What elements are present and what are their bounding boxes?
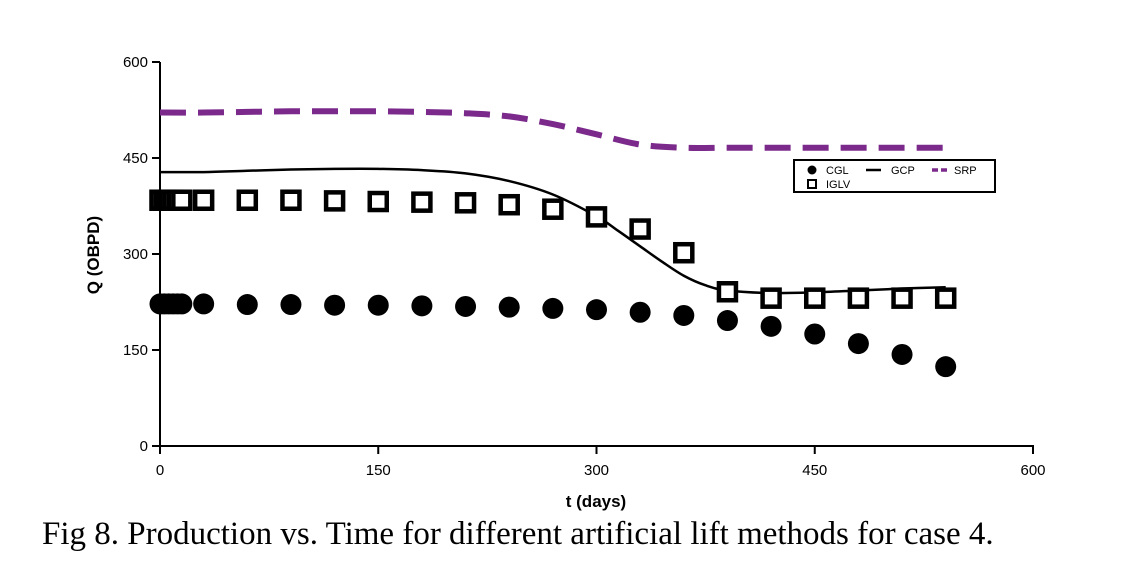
iglv-point (367, 190, 389, 213)
iglv-point (629, 218, 651, 240)
axes: 0 150 300 450 600 0 150 300 450 600 (123, 54, 1046, 479)
legend-box (793, 159, 996, 193)
cgl-point (542, 297, 564, 319)
srp-series-line (159, 108, 946, 151)
cgl-point (455, 295, 477, 317)
iglv-point (934, 287, 957, 309)
x-tick-label: 450 (802, 462, 827, 479)
cgl-point (411, 295, 433, 317)
cgl-point (236, 294, 258, 316)
plot-area (149, 108, 957, 378)
cgl-point (716, 310, 738, 332)
cgl-point (935, 356, 957, 378)
iglv-point (542, 198, 564, 220)
y-tick-label: 300 (123, 246, 148, 263)
iglv-point (323, 190, 346, 212)
y-tick-label: 450 (123, 150, 148, 167)
iglv-point (585, 206, 608, 228)
legend-cgl-marker (807, 165, 817, 175)
y-tick-label: 600 (123, 54, 148, 71)
figure-caption: Fig 8. Production vs. Time for different… (42, 516, 994, 552)
iglv-point (236, 189, 259, 211)
y-tick-label: 150 (123, 342, 148, 359)
gcp-series-line (159, 167, 946, 295)
iglv-point (171, 189, 193, 211)
iglv-point (760, 287, 782, 309)
cgl-point (891, 343, 913, 365)
iglv-point (804, 287, 826, 309)
cgl-point (847, 333, 869, 355)
legend-cgl-label: CGL (826, 165, 849, 177)
cgl-point (629, 301, 651, 323)
cgl-point (193, 293, 215, 315)
legend-srp-label: SRP (954, 165, 977, 177)
cgl-point (324, 294, 346, 316)
cgl-point (586, 299, 607, 321)
cgl-point (673, 304, 695, 326)
cgl-point (498, 296, 520, 318)
iglv-point (891, 287, 913, 309)
cgl-point (280, 294, 302, 316)
iglv-point (498, 193, 520, 216)
x-tick-label: 0 (156, 462, 164, 479)
legend-gcp-label: GCP (891, 165, 915, 177)
y-axis-title: Q (OBPD) (84, 216, 103, 294)
iglv-point (411, 191, 433, 213)
cgl-point (760, 315, 782, 337)
iglv-point (192, 189, 215, 211)
cgl-point (804, 323, 826, 345)
x-tick-label: 150 (366, 462, 391, 479)
x-tick-label: 300 (584, 462, 609, 479)
legend: CGL GCP SRP IGLV (793, 159, 996, 193)
iglv-point (673, 241, 695, 264)
iglv-point (716, 281, 739, 303)
cgl-point (171, 293, 193, 315)
y-tick-label: 0 (140, 438, 148, 455)
legend-iglv-label: IGLV (826, 179, 851, 191)
x-tick-label: 600 (1020, 462, 1045, 479)
iglv-point (847, 287, 870, 309)
x-axis-title: t (days) (566, 492, 626, 511)
cgl-point (367, 294, 389, 316)
legend-iglv-marker (807, 179, 817, 189)
iglv-point (454, 192, 477, 214)
iglv-point (280, 189, 302, 211)
